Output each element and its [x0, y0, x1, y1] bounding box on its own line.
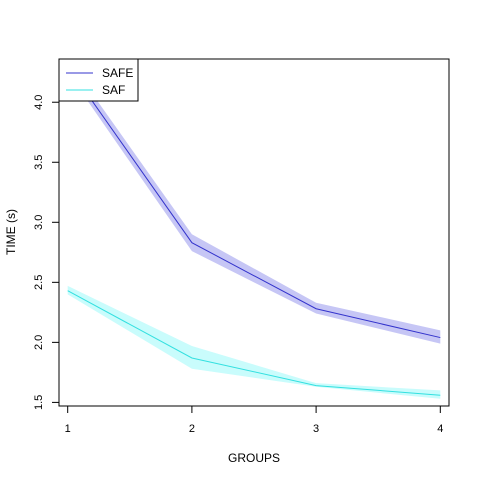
y-tick-label: 3.0 — [33, 215, 45, 230]
lines-layer — [67, 65, 441, 396]
plot-frame — [58, 58, 450, 407]
y-axis: 1.5 2.0 2.5 3.0 3.5 4.0 — [33, 95, 60, 410]
y-axis-title: TIME (s) — [4, 209, 18, 255]
confidence-band-safe — [67, 59, 441, 344]
confidence-band-saf — [67, 285, 441, 399]
x-tick-label: 3 — [313, 423, 319, 435]
legend-label-safe: SAFE — [102, 66, 133, 80]
y-tick-label: 1.5 — [33, 395, 45, 410]
x-tick-label: 2 — [189, 423, 195, 435]
x-tick-label: 1 — [65, 423, 71, 435]
y-tick-label: 2.5 — [33, 275, 45, 290]
legend-box — [58, 58, 139, 102]
x-axis: 1 2 3 4 — [65, 405, 443, 435]
x-axis-title: GROUPS — [228, 451, 280, 465]
series-line-saf — [67, 290, 441, 396]
x-tick-label: 4 — [437, 423, 443, 435]
legend-label-saf: SAF — [102, 83, 125, 97]
legend: SAFE SAF — [58, 58, 139, 102]
y-tick-label: 3.5 — [33, 155, 45, 170]
y-tick-label: 4.0 — [33, 95, 45, 110]
y-tick-label: 2.0 — [33, 335, 45, 350]
bands-layer — [67, 59, 441, 399]
series-line-safe — [67, 65, 441, 339]
